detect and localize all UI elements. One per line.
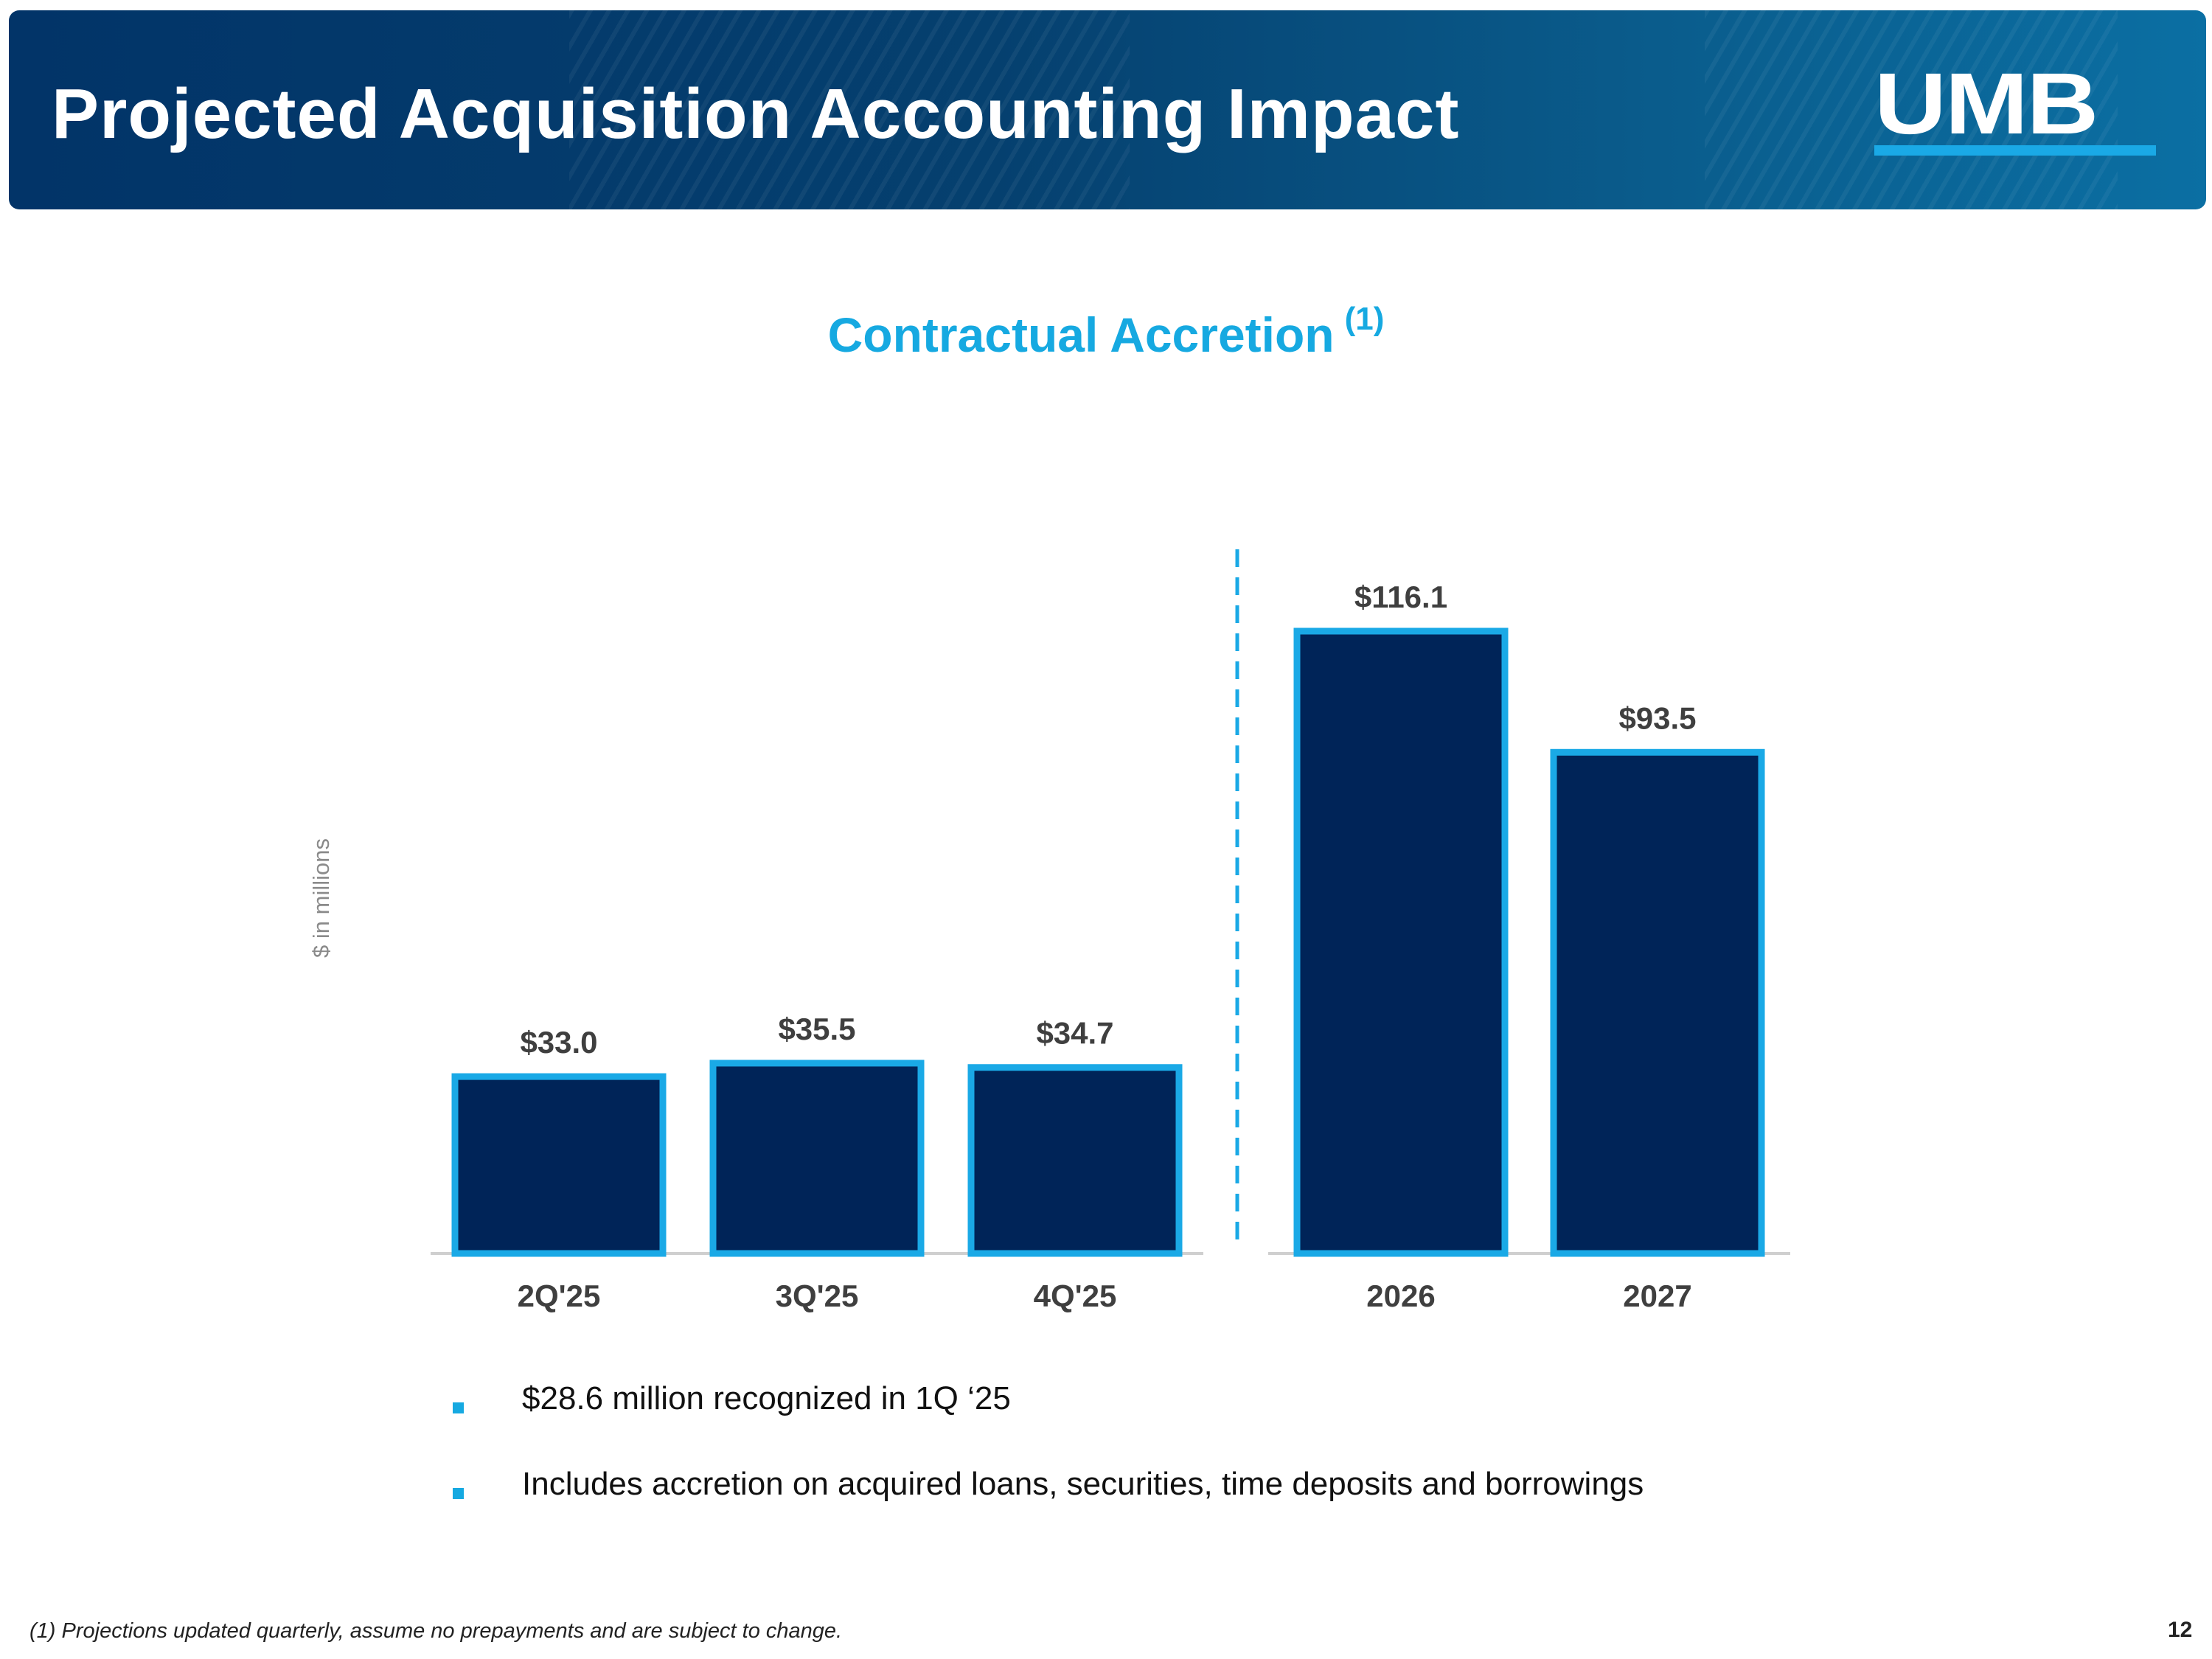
x-tick-label: 2Q'25 [518,1279,601,1313]
data-label: $33.0 [520,1025,597,1060]
header-banner: Projected Acquisition Accounting Impact … [9,10,2206,209]
header-stripes-right [1705,10,2118,209]
bar-4Q'25 [967,1064,1183,1257]
bullet-text: $28.6 million recognized in 1Q ‘25 [522,1380,1011,1416]
x-tick-label: 2026 [1366,1279,1435,1313]
bullet-square-icon [453,1488,464,1499]
bar-3Q'25 [709,1060,925,1257]
x-tick-label: 3Q'25 [776,1279,859,1313]
x-tick-label: 2027 [1623,1279,1691,1313]
logo-wordmark: UMB [1874,55,2098,153]
page-title: Projected Acquisition Accounting Impact [52,74,1460,153]
header-stripes-left [569,10,1130,209]
umb-logo: UMB [1874,56,2169,164]
bar-2027 [1550,748,1765,1257]
chart-title-footnote-ref: (1) [1344,301,1385,337]
data-label: $93.5 [1618,700,1696,735]
x-tick-label: 4Q'25 [1034,1279,1117,1313]
data-label: $116.1 [1354,580,1447,614]
bar-2026 [1293,627,1509,1257]
bar-chart: $33.0 2Q'25 $35.5 3Q'25 $34.7 4Q'25 $116.1 2026… [308,549,1790,1313]
bar-2Q'25 [451,1073,667,1257]
page-number: 12 [2168,1618,2193,1642]
footnote: (1) Projections updated quarterly, assum… [29,1619,843,1643]
data-label: $34.7 [1036,1016,1113,1051]
data-label: $35.5 [778,1012,855,1046]
bullet-square-icon [453,1402,464,1413]
y-axis-label: $ in millions [308,838,334,958]
logo-underline [1874,145,2156,156]
chart-title: Contractual Accretion [827,307,1335,362]
chart-title-row: Contractual Accretion (1) [0,301,2212,363]
bullet-text: Includes accretion on acquired loans, se… [522,1466,1644,1502]
